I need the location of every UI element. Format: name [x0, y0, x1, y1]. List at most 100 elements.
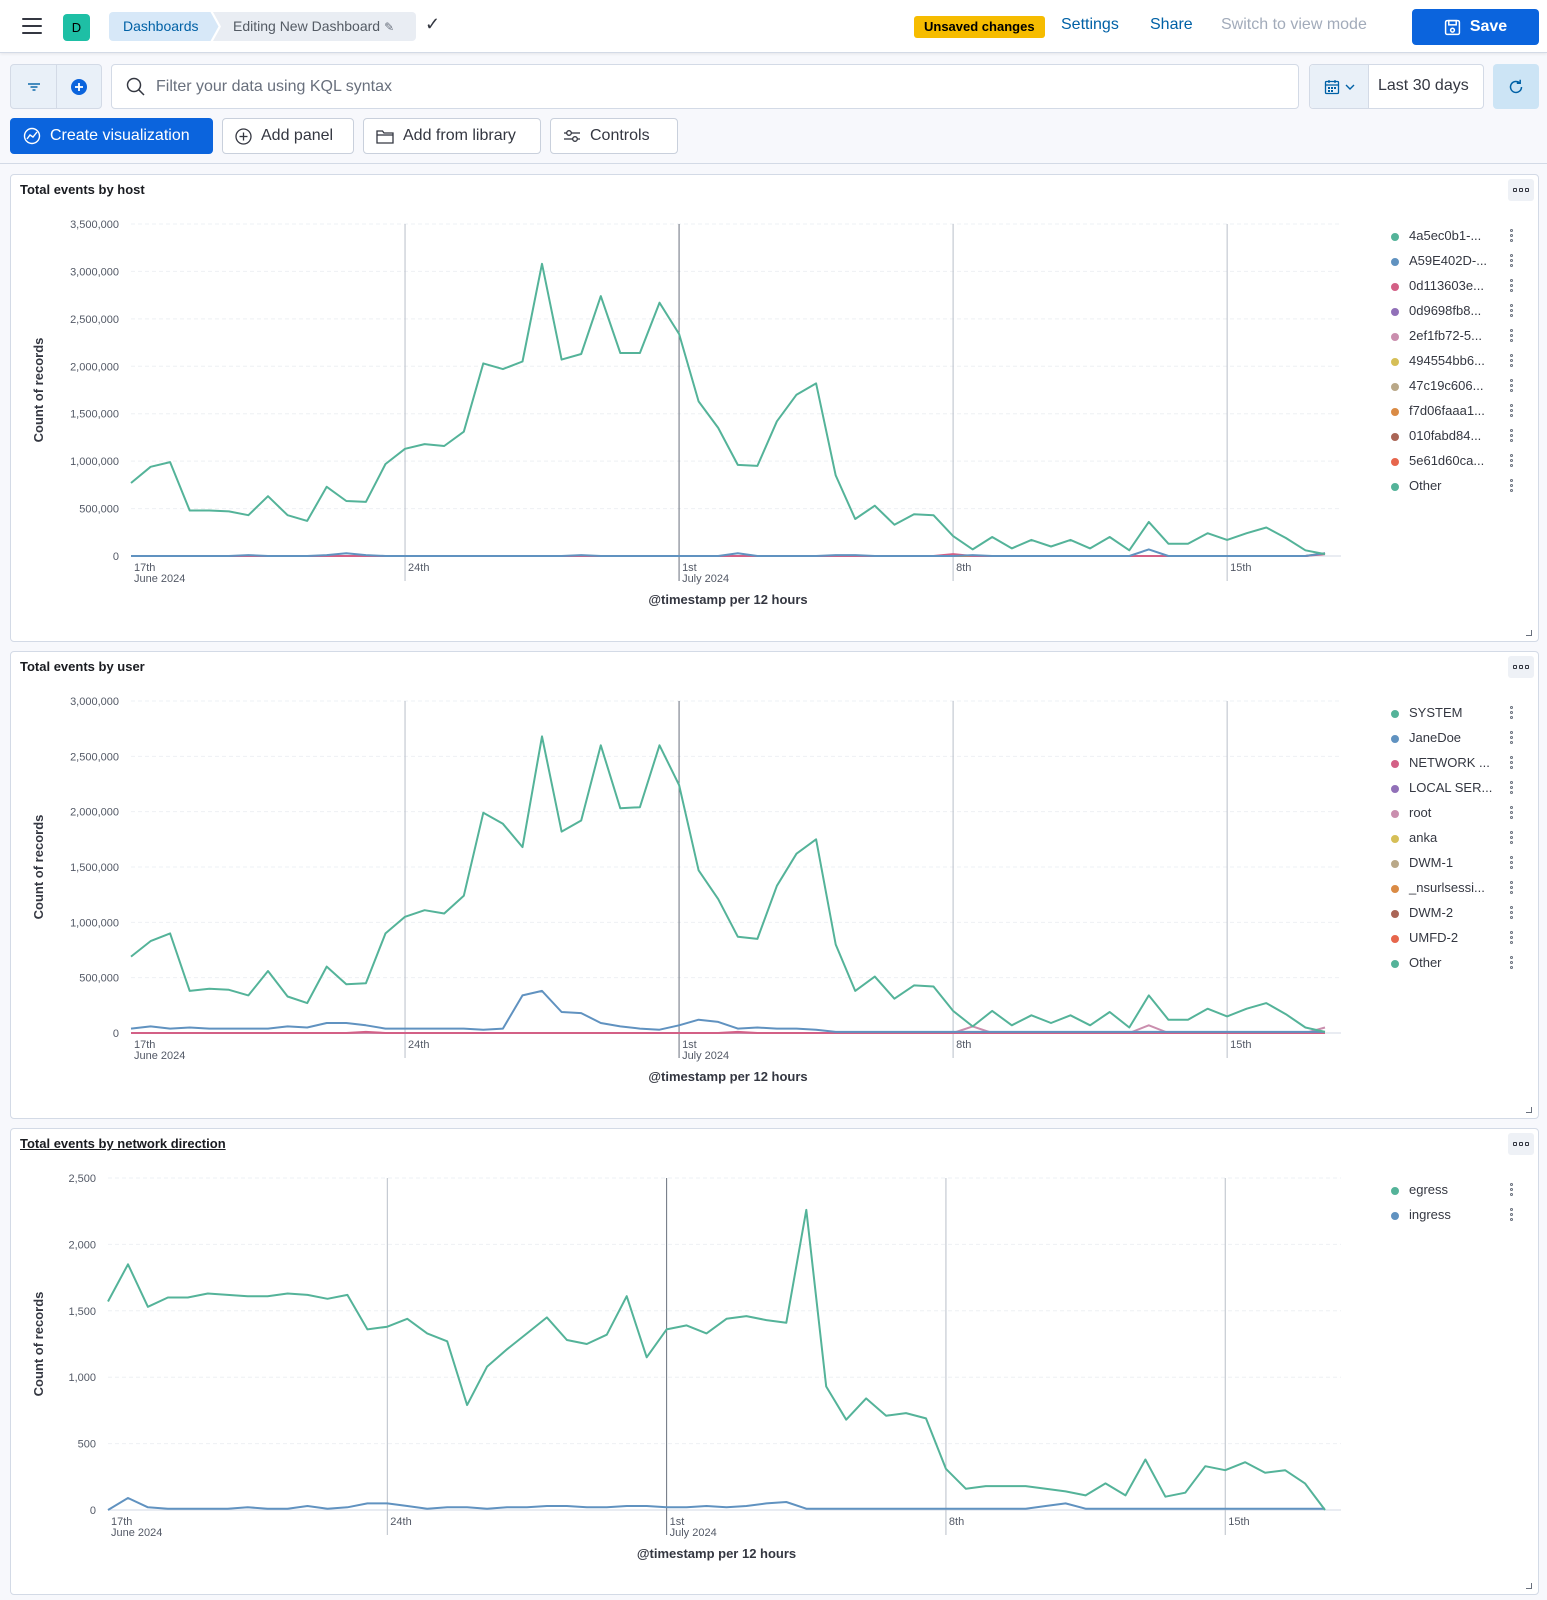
legend-actions-icon[interactable]	[1510, 856, 1514, 869]
legend-item[interactable]: f7d06faaa1...	[1389, 400, 1529, 425]
legend-label[interactable]: root	[1409, 805, 1432, 820]
legend-label[interactable]: ingress	[1409, 1207, 1451, 1222]
legend-actions-icon[interactable]	[1510, 479, 1514, 492]
panel-options-button[interactable]	[1508, 1133, 1534, 1155]
legend-label[interactable]: 010fabd84...	[1409, 428, 1482, 443]
add-panel-button[interactable]: Add panel	[222, 118, 354, 154]
legend-item[interactable]: LOCAL SER...	[1389, 777, 1529, 802]
legend-item[interactable]: 47c19c606...	[1389, 375, 1529, 400]
series-line[interactable]	[107, 1497, 1325, 1511]
legend-label[interactable]: f7d06faaa1...	[1409, 403, 1485, 418]
legend-actions-icon[interactable]	[1510, 254, 1514, 267]
legend-label[interactable]: 0d9698fb8...	[1409, 303, 1482, 318]
space-avatar[interactable]: D	[63, 14, 90, 41]
series-line[interactable]	[131, 548, 1326, 557]
legend-actions-icon[interactable]	[1510, 956, 1514, 969]
legend-actions-icon[interactable]	[1510, 354, 1514, 367]
series-line[interactable]	[130, 735, 1326, 1033]
legend-label[interactable]: _nsurlsessi...	[1409, 880, 1485, 895]
legend-label[interactable]: 47c19c606...	[1409, 378, 1484, 393]
controls-button[interactable]: Controls	[550, 118, 678, 154]
legend-label[interactable]: 4a5ec0b1-...	[1409, 228, 1482, 243]
legend-actions-icon[interactable]	[1510, 881, 1514, 894]
legend-label[interactable]: 2ef1fb72-5...	[1409, 328, 1482, 343]
legend-actions-icon[interactable]	[1510, 379, 1514, 392]
legend-label[interactable]: 0d113603e...	[1409, 278, 1484, 293]
legend-label[interactable]: 494554bb6...	[1409, 353, 1485, 368]
legend-item[interactable]: _nsurlsessi...	[1389, 877, 1529, 902]
legend-item[interactable]: DWM-1	[1389, 852, 1529, 877]
legend-label[interactable]: SYSTEM	[1409, 705, 1463, 720]
filter-menu-button[interactable]	[10, 64, 57, 109]
resize-handle[interactable]	[1526, 630, 1532, 636]
legend-item[interactable]: DWM-2	[1389, 902, 1529, 927]
legend-label[interactable]: DWM-2	[1409, 905, 1454, 920]
legend-item[interactable]: 494554bb6...	[1389, 350, 1529, 375]
series-line[interactable]	[130, 262, 1326, 556]
legend-item[interactable]: egress	[1389, 1179, 1529, 1204]
series-line[interactable]	[130, 989, 1325, 1033]
legend-actions-icon[interactable]	[1510, 429, 1514, 442]
panel-title[interactable]: Total events by network direction	[20, 1136, 226, 1151]
legend-item[interactable]: SYSTEM	[1389, 702, 1529, 727]
add-filter-button[interactable]	[56, 64, 102, 109]
settings-link[interactable]: Settings	[1061, 16, 1119, 33]
legend-actions-icon[interactable]	[1510, 279, 1514, 292]
legend-item[interactable]: 0d9698fb8...	[1389, 300, 1529, 325]
legend-label[interactable]: anka	[1409, 830, 1438, 845]
legend-actions-icon[interactable]	[1510, 906, 1514, 919]
switch-to-view-mode-link[interactable]: Switch to view mode	[1221, 16, 1367, 33]
legend-item[interactable]: 5e61d60ca...	[1389, 450, 1529, 475]
panel-options-button[interactable]	[1508, 656, 1534, 678]
legend-item[interactable]: UMFD-2	[1389, 927, 1529, 952]
legend-label[interactable]: DWM-1	[1409, 855, 1454, 870]
legend-item[interactable]: 0d113603e...	[1389, 275, 1529, 300]
legend-label[interactable]: UMFD-2	[1409, 930, 1459, 945]
legend-actions-icon[interactable]	[1510, 806, 1514, 819]
refresh-button[interactable]	[1493, 64, 1539, 109]
legend-label[interactable]: LOCAL SER...	[1409, 780, 1493, 795]
legend-item[interactable]: root	[1389, 802, 1529, 827]
legend-label[interactable]: egress	[1409, 1182, 1449, 1197]
legend-item[interactable]: 2ef1fb72-5...	[1389, 325, 1529, 350]
quick-select-button[interactable]	[1310, 65, 1369, 108]
legend-actions-icon[interactable]	[1510, 1183, 1514, 1196]
legend-actions-icon[interactable]	[1510, 781, 1514, 794]
legend-label[interactable]: Other	[1409, 478, 1442, 493]
series-line[interactable]	[131, 1030, 1325, 1034]
legend-item[interactable]: NETWORK ...	[1389, 752, 1529, 777]
legend-actions-icon[interactable]	[1510, 229, 1514, 242]
share-link[interactable]: Share	[1150, 16, 1193, 33]
legend-actions-icon[interactable]	[1510, 454, 1514, 467]
legend-item[interactable]: JaneDoe	[1389, 727, 1529, 752]
legend-actions-icon[interactable]	[1510, 731, 1514, 744]
legend-actions-icon[interactable]	[1510, 931, 1514, 944]
breadcrumb-current[interactable]: Editing New Dashboard ✎	[213, 12, 416, 41]
check-icon[interactable]: ✓	[425, 14, 441, 34]
resize-handle[interactable]	[1526, 1107, 1532, 1113]
resize-handle[interactable]	[1526, 1583, 1532, 1589]
legend-actions-icon[interactable]	[1510, 404, 1514, 417]
legend-label[interactable]: A59E402D-...	[1409, 253, 1488, 268]
legend-item[interactable]: A59E402D-...	[1389, 250, 1529, 275]
panel-options-button[interactable]	[1508, 179, 1534, 201]
series-line[interactable]	[107, 1208, 1326, 1511]
date-range-label[interactable]: Last 30 days	[1378, 77, 1469, 94]
legend-label[interactable]: JaneDoe	[1409, 730, 1462, 745]
legend-actions-icon[interactable]	[1510, 706, 1514, 719]
breadcrumb-dashboards[interactable]: Dashboards	[109, 12, 219, 41]
add-from-library-button[interactable]: Add from library	[363, 118, 541, 154]
legend-item[interactable]: anka	[1389, 827, 1529, 852]
create-visualization-button[interactable]: Create visualization	[10, 118, 213, 154]
legend-label[interactable]: 5e61d60ca...	[1409, 453, 1485, 468]
legend-item[interactable]: 4a5ec0b1-...	[1389, 225, 1529, 250]
legend-actions-icon[interactable]	[1510, 329, 1514, 342]
legend-actions-icon[interactable]	[1510, 304, 1514, 317]
legend-actions-icon[interactable]	[1510, 831, 1514, 844]
legend-actions-icon[interactable]	[1510, 1208, 1514, 1221]
pencil-icon[interactable]: ✎	[384, 20, 395, 34]
kql-search-input[interactable]	[156, 75, 1276, 99]
save-button[interactable]: Save	[1412, 9, 1539, 45]
legend-item[interactable]: Other	[1389, 475, 1529, 500]
legend-actions-icon[interactable]	[1510, 756, 1514, 769]
